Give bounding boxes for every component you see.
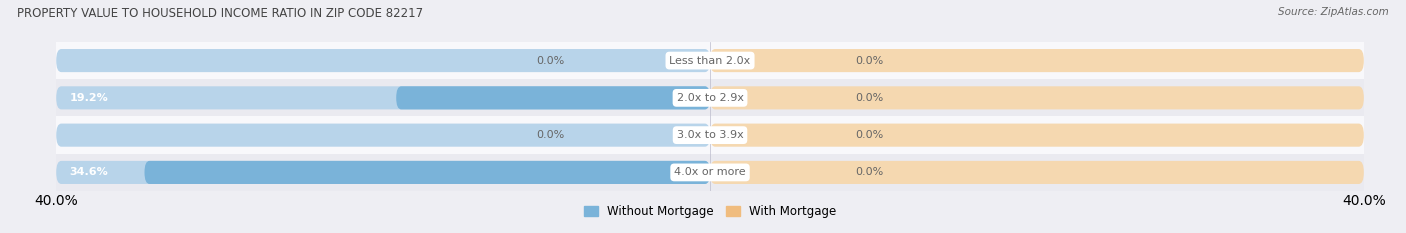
FancyBboxPatch shape — [710, 161, 1364, 184]
Text: PROPERTY VALUE TO HOUSEHOLD INCOME RATIO IN ZIP CODE 82217: PROPERTY VALUE TO HOUSEHOLD INCOME RATIO… — [17, 7, 423, 20]
Text: 0.0%: 0.0% — [855, 168, 884, 177]
Text: 4.0x or more: 4.0x or more — [675, 168, 745, 177]
Legend: Without Mortgage, With Mortgage: Without Mortgage, With Mortgage — [583, 205, 837, 218]
Text: 2.0x to 2.9x: 2.0x to 2.9x — [676, 93, 744, 103]
Text: 19.2%: 19.2% — [69, 93, 108, 103]
FancyBboxPatch shape — [145, 161, 710, 184]
Text: 34.6%: 34.6% — [69, 168, 108, 177]
Bar — [56, 116, 1364, 154]
Text: 0.0%: 0.0% — [536, 56, 565, 65]
FancyBboxPatch shape — [710, 123, 1364, 147]
Text: 0.0%: 0.0% — [855, 93, 884, 103]
Bar — [56, 154, 1364, 191]
Text: 3.0x to 3.9x: 3.0x to 3.9x — [676, 130, 744, 140]
FancyBboxPatch shape — [56, 49, 710, 72]
Bar — [56, 42, 1364, 79]
Bar — [56, 79, 1364, 116]
Text: Less than 2.0x: Less than 2.0x — [669, 56, 751, 65]
FancyBboxPatch shape — [56, 86, 710, 110]
Text: 0.0%: 0.0% — [855, 130, 884, 140]
Text: 0.0%: 0.0% — [855, 56, 884, 65]
FancyBboxPatch shape — [710, 86, 1364, 110]
Text: Source: ZipAtlas.com: Source: ZipAtlas.com — [1278, 7, 1389, 17]
FancyBboxPatch shape — [56, 123, 710, 147]
FancyBboxPatch shape — [396, 86, 710, 110]
FancyBboxPatch shape — [710, 49, 1364, 72]
Text: 0.0%: 0.0% — [536, 130, 565, 140]
FancyBboxPatch shape — [56, 161, 710, 184]
